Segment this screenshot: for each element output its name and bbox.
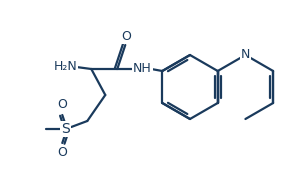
Text: O: O: [57, 98, 67, 112]
Text: N: N: [241, 49, 250, 61]
Text: O: O: [121, 29, 131, 43]
Text: S: S: [61, 122, 70, 136]
Text: O: O: [57, 146, 67, 160]
Text: H₂N: H₂N: [53, 60, 77, 74]
Text: NH: NH: [133, 63, 152, 75]
